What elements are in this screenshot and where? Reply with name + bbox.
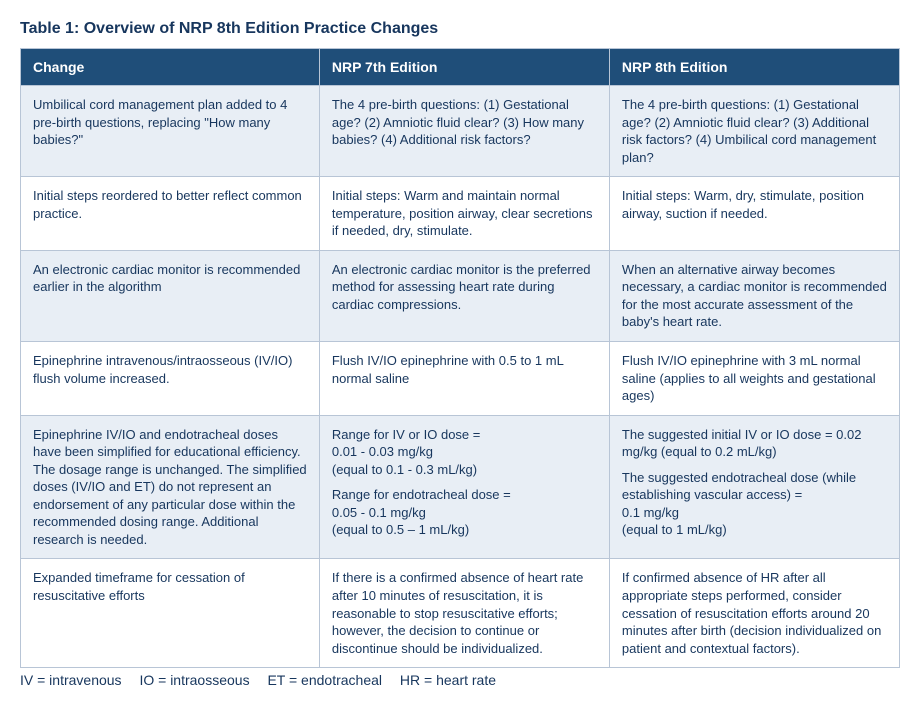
cell-ed8: When an alternative airway becomes neces… [609, 250, 899, 341]
cell-ed7-p1: Range for IV or IO dose =0.01 - 0.03 mg/… [332, 426, 597, 479]
th-change: Change [21, 49, 320, 86]
footnote-io: IO = intraosseous [139, 672, 249, 688]
abbreviation-footnote: IV = intravenous IO = intraosseous ET = … [20, 672, 900, 688]
table-row: Expanded timeframe for cessation of resu… [21, 559, 900, 668]
table-header-row: Change NRP 7th Edition NRP 8th Edition [21, 49, 900, 86]
cell-ed8: If confirmed absence of HR after all app… [609, 559, 899, 668]
footnote-et: ET = endotracheal [267, 672, 382, 688]
table-row: Epinephrine intravenous/intraosseous (IV… [21, 342, 900, 416]
th-ed8: NRP 8th Edition [609, 49, 899, 86]
cell-ed7: The 4 pre-birth questions: (1) Gestation… [319, 86, 609, 177]
table-row: Initial steps reordered to better reflec… [21, 177, 900, 251]
cell-ed8: Initial steps: Warm, dry, stimulate, pos… [609, 177, 899, 251]
footnote-iv: IV = intravenous [20, 672, 122, 688]
cell-ed7: Flush IV/IO epinephrine with 0.5 to 1 mL… [319, 342, 609, 416]
practice-changes-table: Change NRP 7th Edition NRP 8th Edition U… [20, 48, 900, 668]
cell-ed8: Flush IV/IO epinephrine with 3 mL normal… [609, 342, 899, 416]
cell-change: Epinephrine IV/IO and endotracheal doses… [21, 415, 320, 559]
cell-ed8-p1: The suggested initial IV or IO dose = 0.… [622, 426, 887, 461]
cell-ed7: If there is a confirmed absence of heart… [319, 559, 609, 668]
cell-ed7-p2: Range for endotracheal dose =0.05 - 0.1 … [332, 486, 597, 539]
footnote-hr: HR = heart rate [400, 672, 496, 688]
table-title: Table 1: Overview of NRP 8th Edition Pra… [20, 20, 900, 38]
th-ed7: NRP 7th Edition [319, 49, 609, 86]
table-row: An electronic cardiac monitor is recomme… [21, 250, 900, 341]
cell-change: Expanded timeframe for cessation of resu… [21, 559, 320, 668]
table-row: Umbilical cord management plan added to … [21, 86, 900, 177]
cell-ed8: The suggested initial IV or IO dose = 0.… [609, 415, 899, 559]
cell-ed7: Initial steps: Warm and maintain normal … [319, 177, 609, 251]
table-row: Epinephrine IV/IO and endotracheal doses… [21, 415, 900, 559]
cell-change: An electronic cardiac monitor is recomme… [21, 250, 320, 341]
cell-ed8: The 4 pre-birth questions: (1) Gestation… [609, 86, 899, 177]
cell-ed8-p2: The suggested endotracheal dose (while e… [622, 469, 887, 539]
cell-ed7: An electronic cardiac monitor is the pre… [319, 250, 609, 341]
cell-change: Epinephrine intravenous/intraosseous (IV… [21, 342, 320, 416]
cell-ed7: Range for IV or IO dose =0.01 - 0.03 mg/… [319, 415, 609, 559]
cell-change: Umbilical cord management plan added to … [21, 86, 320, 177]
cell-change: Initial steps reordered to better reflec… [21, 177, 320, 251]
